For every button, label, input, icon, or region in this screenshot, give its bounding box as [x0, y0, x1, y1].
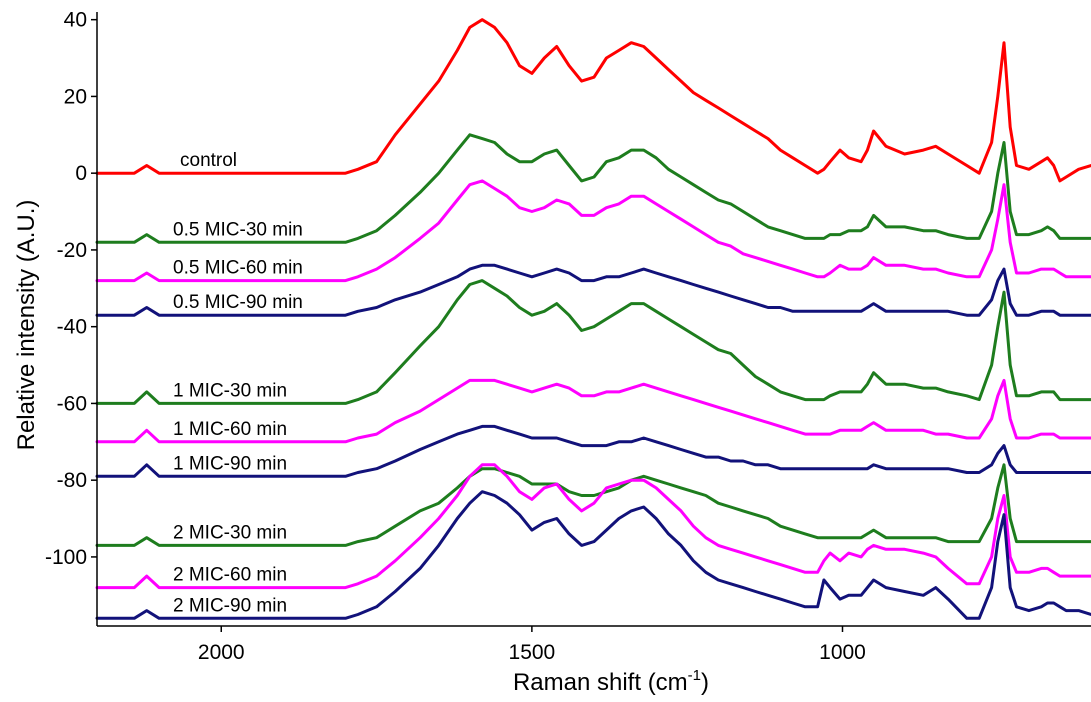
series-label-8: 2 MIC-60 min [173, 565, 287, 586]
series-label-6: 1 MIC-90 min [173, 453, 287, 474]
series-label-4: 1 MIC-30 min [173, 380, 287, 401]
series-line-1 [95, 133, 1091, 244]
x-tick-label-0: 2000 [198, 641, 245, 664]
series-line-0 [95, 18, 1091, 183]
series-line-4 [95, 279, 1091, 405]
series-label-0: control [180, 150, 237, 171]
y-tick-label-5: -60 [57, 392, 87, 415]
series-line-5 [95, 378, 1091, 444]
series-labels: control 0.5 MIC-30 min 0.5 MIC-60 min 0.5 M… [173, 150, 303, 616]
series-line-3 [95, 263, 1091, 317]
x-tick-label-2: 1000 [819, 641, 866, 664]
series-label-1: 0.5 MIC-30 min [173, 219, 303, 240]
series-label-7: 2 MIC-30 min [173, 522, 287, 543]
series-label-5: 1 MIC-60 min [173, 419, 287, 440]
y-tick-label-3: -20 [57, 239, 87, 262]
y-tick-label-4: -40 [57, 316, 87, 339]
y-tick-label-7: -100 [45, 546, 87, 569]
y-tick-label-0: 40 [64, 9, 87, 32]
series-line-8 [95, 463, 1091, 590]
y-tick-label-1: 20 [64, 85, 87, 108]
series-label-9: 2 MIC-90 min [173, 595, 287, 616]
y-tick-label-2: 0 [75, 162, 87, 185]
y-axis-title: Relative intensity (A.U.) [13, 200, 40, 451]
series-line-6 [95, 424, 1091, 478]
plot-area [95, 18, 1091, 620]
series-label-2: 0.5 MIC-60 min [173, 258, 303, 279]
series-label-3: 0.5 MIC-90 min [173, 292, 303, 313]
series-line-2 [95, 179, 1091, 283]
y-tick-label-6: -80 [57, 469, 87, 492]
x-axis-title: Raman shift (cm-1) [513, 667, 709, 696]
y-axis-ticks: 40 20 0 -20 -40 -60 -80 -100 [45, 9, 97, 569]
x-axis-ticks: 2000 1500 1000 [198, 626, 866, 664]
x-tick-label-1: 1500 [509, 641, 556, 664]
series-line-9 [95, 490, 1091, 620]
